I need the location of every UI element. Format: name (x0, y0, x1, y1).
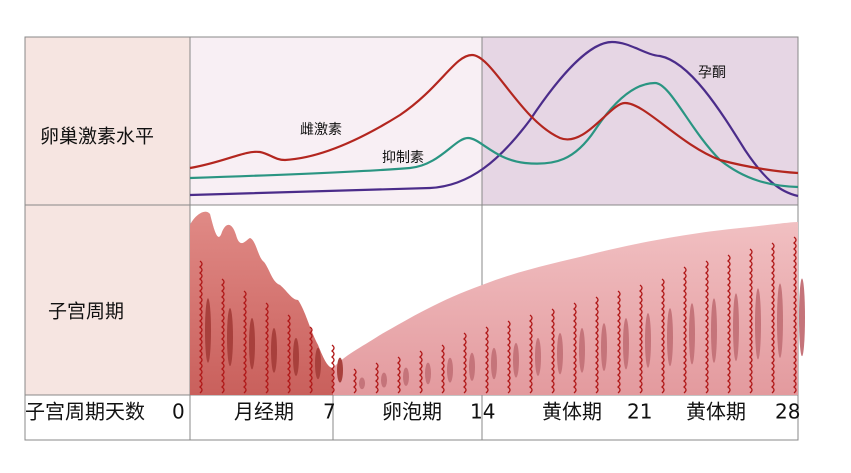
spiral-artery (704, 260, 709, 394)
inhibin-curve (189, 40, 799, 198)
spiral-artery (792, 236, 797, 394)
phase-label: 卵泡期 (382, 400, 442, 424)
spiral-artery (374, 362, 379, 394)
row-label: 卵巢激素水平 (40, 126, 154, 148)
vessels (198, 236, 805, 394)
spiral-artery (550, 308, 555, 394)
spiral-artery (660, 278, 665, 394)
spiral-artery (638, 284, 643, 394)
gland (601, 323, 607, 372)
label-column (25, 37, 190, 395)
spiral-artery (770, 242, 775, 394)
spiral-artery (440, 344, 445, 394)
spiral-artery (352, 368, 357, 394)
spiral-artery (198, 260, 203, 394)
gland (623, 318, 629, 370)
spiral-artery (594, 296, 599, 394)
gland (535, 337, 541, 376)
gland (711, 298, 717, 363)
gland (205, 298, 211, 363)
day-label: 14 (470, 400, 495, 424)
spiral-artery (616, 290, 621, 394)
spiral-artery (330, 344, 335, 394)
gland (227, 308, 233, 367)
phase-label: 黄体期 (686, 400, 746, 424)
gland (359, 377, 365, 390)
gland (315, 347, 321, 380)
gland (337, 357, 343, 383)
spiral-artery (242, 290, 247, 394)
day-label: 28 (775, 400, 800, 424)
spiral-artery (484, 326, 489, 394)
gland (513, 342, 519, 378)
spiral-artery (506, 320, 511, 394)
spiral-artery (396, 356, 401, 394)
gland (491, 347, 497, 380)
row-label: 子宫周期天数 (25, 400, 145, 424)
spiral-artery (264, 302, 269, 394)
row-label: 子宫周期 (48, 301, 124, 323)
curve-label: 孕酮 (698, 65, 726, 81)
phase-label: 黄体期 (542, 400, 602, 424)
spiral-artery (748, 248, 753, 394)
gland (403, 367, 409, 386)
day-label: 7 (323, 400, 336, 424)
day-label: 0 (172, 400, 185, 424)
follicular-bg (190, 37, 482, 205)
gland (733, 293, 739, 362)
gland (755, 288, 761, 360)
gland (249, 318, 255, 370)
spiral-artery (286, 314, 291, 394)
gland (447, 357, 453, 383)
gland (579, 328, 585, 373)
gland (469, 352, 475, 381)
estrogen-curve (189, 53, 799, 175)
gland (799, 278, 805, 357)
gland (271, 327, 277, 373)
day-label: 21 (627, 400, 652, 424)
gland (689, 303, 695, 365)
spiral-artery (528, 314, 533, 394)
spiral-artery (308, 326, 313, 394)
spiral-artery (220, 278, 225, 394)
phase-label: 月经期 (234, 400, 294, 424)
gland (667, 308, 673, 367)
gland (645, 313, 651, 368)
spiral-artery (682, 266, 687, 394)
curve-label: 抑制素 (382, 150, 424, 166)
gland (777, 283, 783, 358)
spiral-artery (462, 332, 467, 394)
gland (425, 362, 431, 385)
spiral-artery (418, 350, 423, 394)
spiral-artery (572, 302, 577, 394)
curve-label: 雌激素 (300, 121, 342, 138)
progesterone-curve (189, 81, 799, 189)
gland (293, 337, 299, 376)
gland (381, 372, 387, 388)
gland (557, 332, 563, 375)
spiral-artery (726, 254, 731, 394)
